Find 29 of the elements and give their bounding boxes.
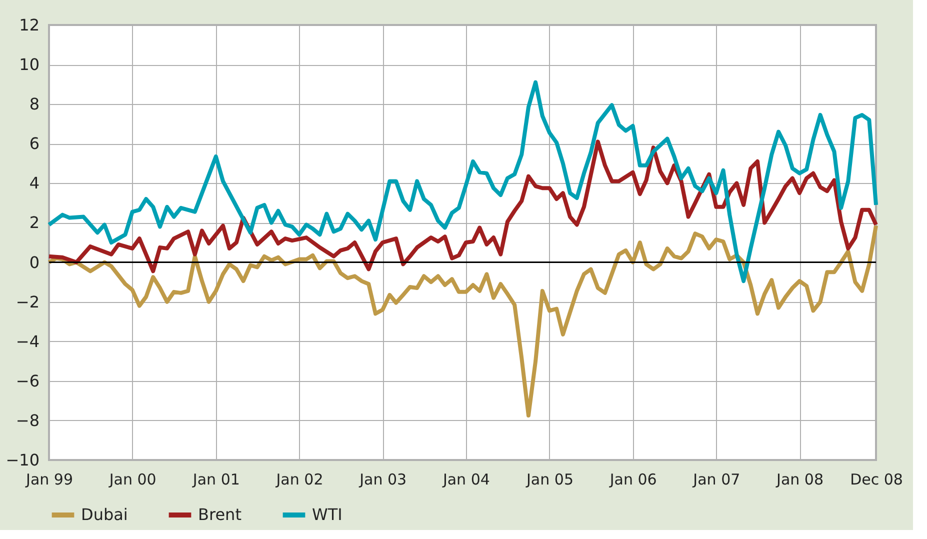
legend-label: Dubai (81, 505, 128, 524)
y-tick-label: −8 (16, 410, 40, 430)
x-tick-label: Jan 99 (25, 470, 73, 488)
y-tick-label: 8 (29, 94, 40, 114)
x-tick-label: Jan 00 (108, 470, 156, 488)
y-tick-label: 6 (29, 134, 40, 154)
y-tick-label: −4 (16, 332, 40, 351)
x-tick-label: Jan 05 (526, 470, 574, 488)
y-tick-label: 2 (29, 213, 40, 232)
x-tick-label: Jan 07 (692, 470, 740, 488)
y-tick-label: 4 (29, 174, 40, 193)
legend-label: WTI (312, 505, 342, 524)
y-tick-label: −10 (6, 450, 40, 470)
line-series (47, 80, 878, 284)
x-tick-label: Jan 04 (442, 470, 490, 488)
line-series (47, 224, 878, 418)
y-tick-label: 0 (29, 252, 40, 272)
x-tick-label: Jan 06 (608, 470, 657, 488)
x-tick-label: Jan 01 (192, 470, 240, 488)
y-tick-label: −2 (16, 292, 40, 312)
y-tick-label: −6 (16, 371, 40, 390)
x-tick-label: Jan 02 (275, 470, 324, 488)
x-tick-label: Jan 08 (776, 470, 824, 488)
legend-label: Brent (198, 505, 242, 524)
y-tick-label: 12 (19, 16, 40, 34)
y-tick-label: 10 (19, 55, 40, 74)
x-tick-label: Dec 08 (850, 470, 903, 488)
line-series (47, 140, 878, 274)
x-tick-label: Jan 03 (358, 470, 407, 488)
